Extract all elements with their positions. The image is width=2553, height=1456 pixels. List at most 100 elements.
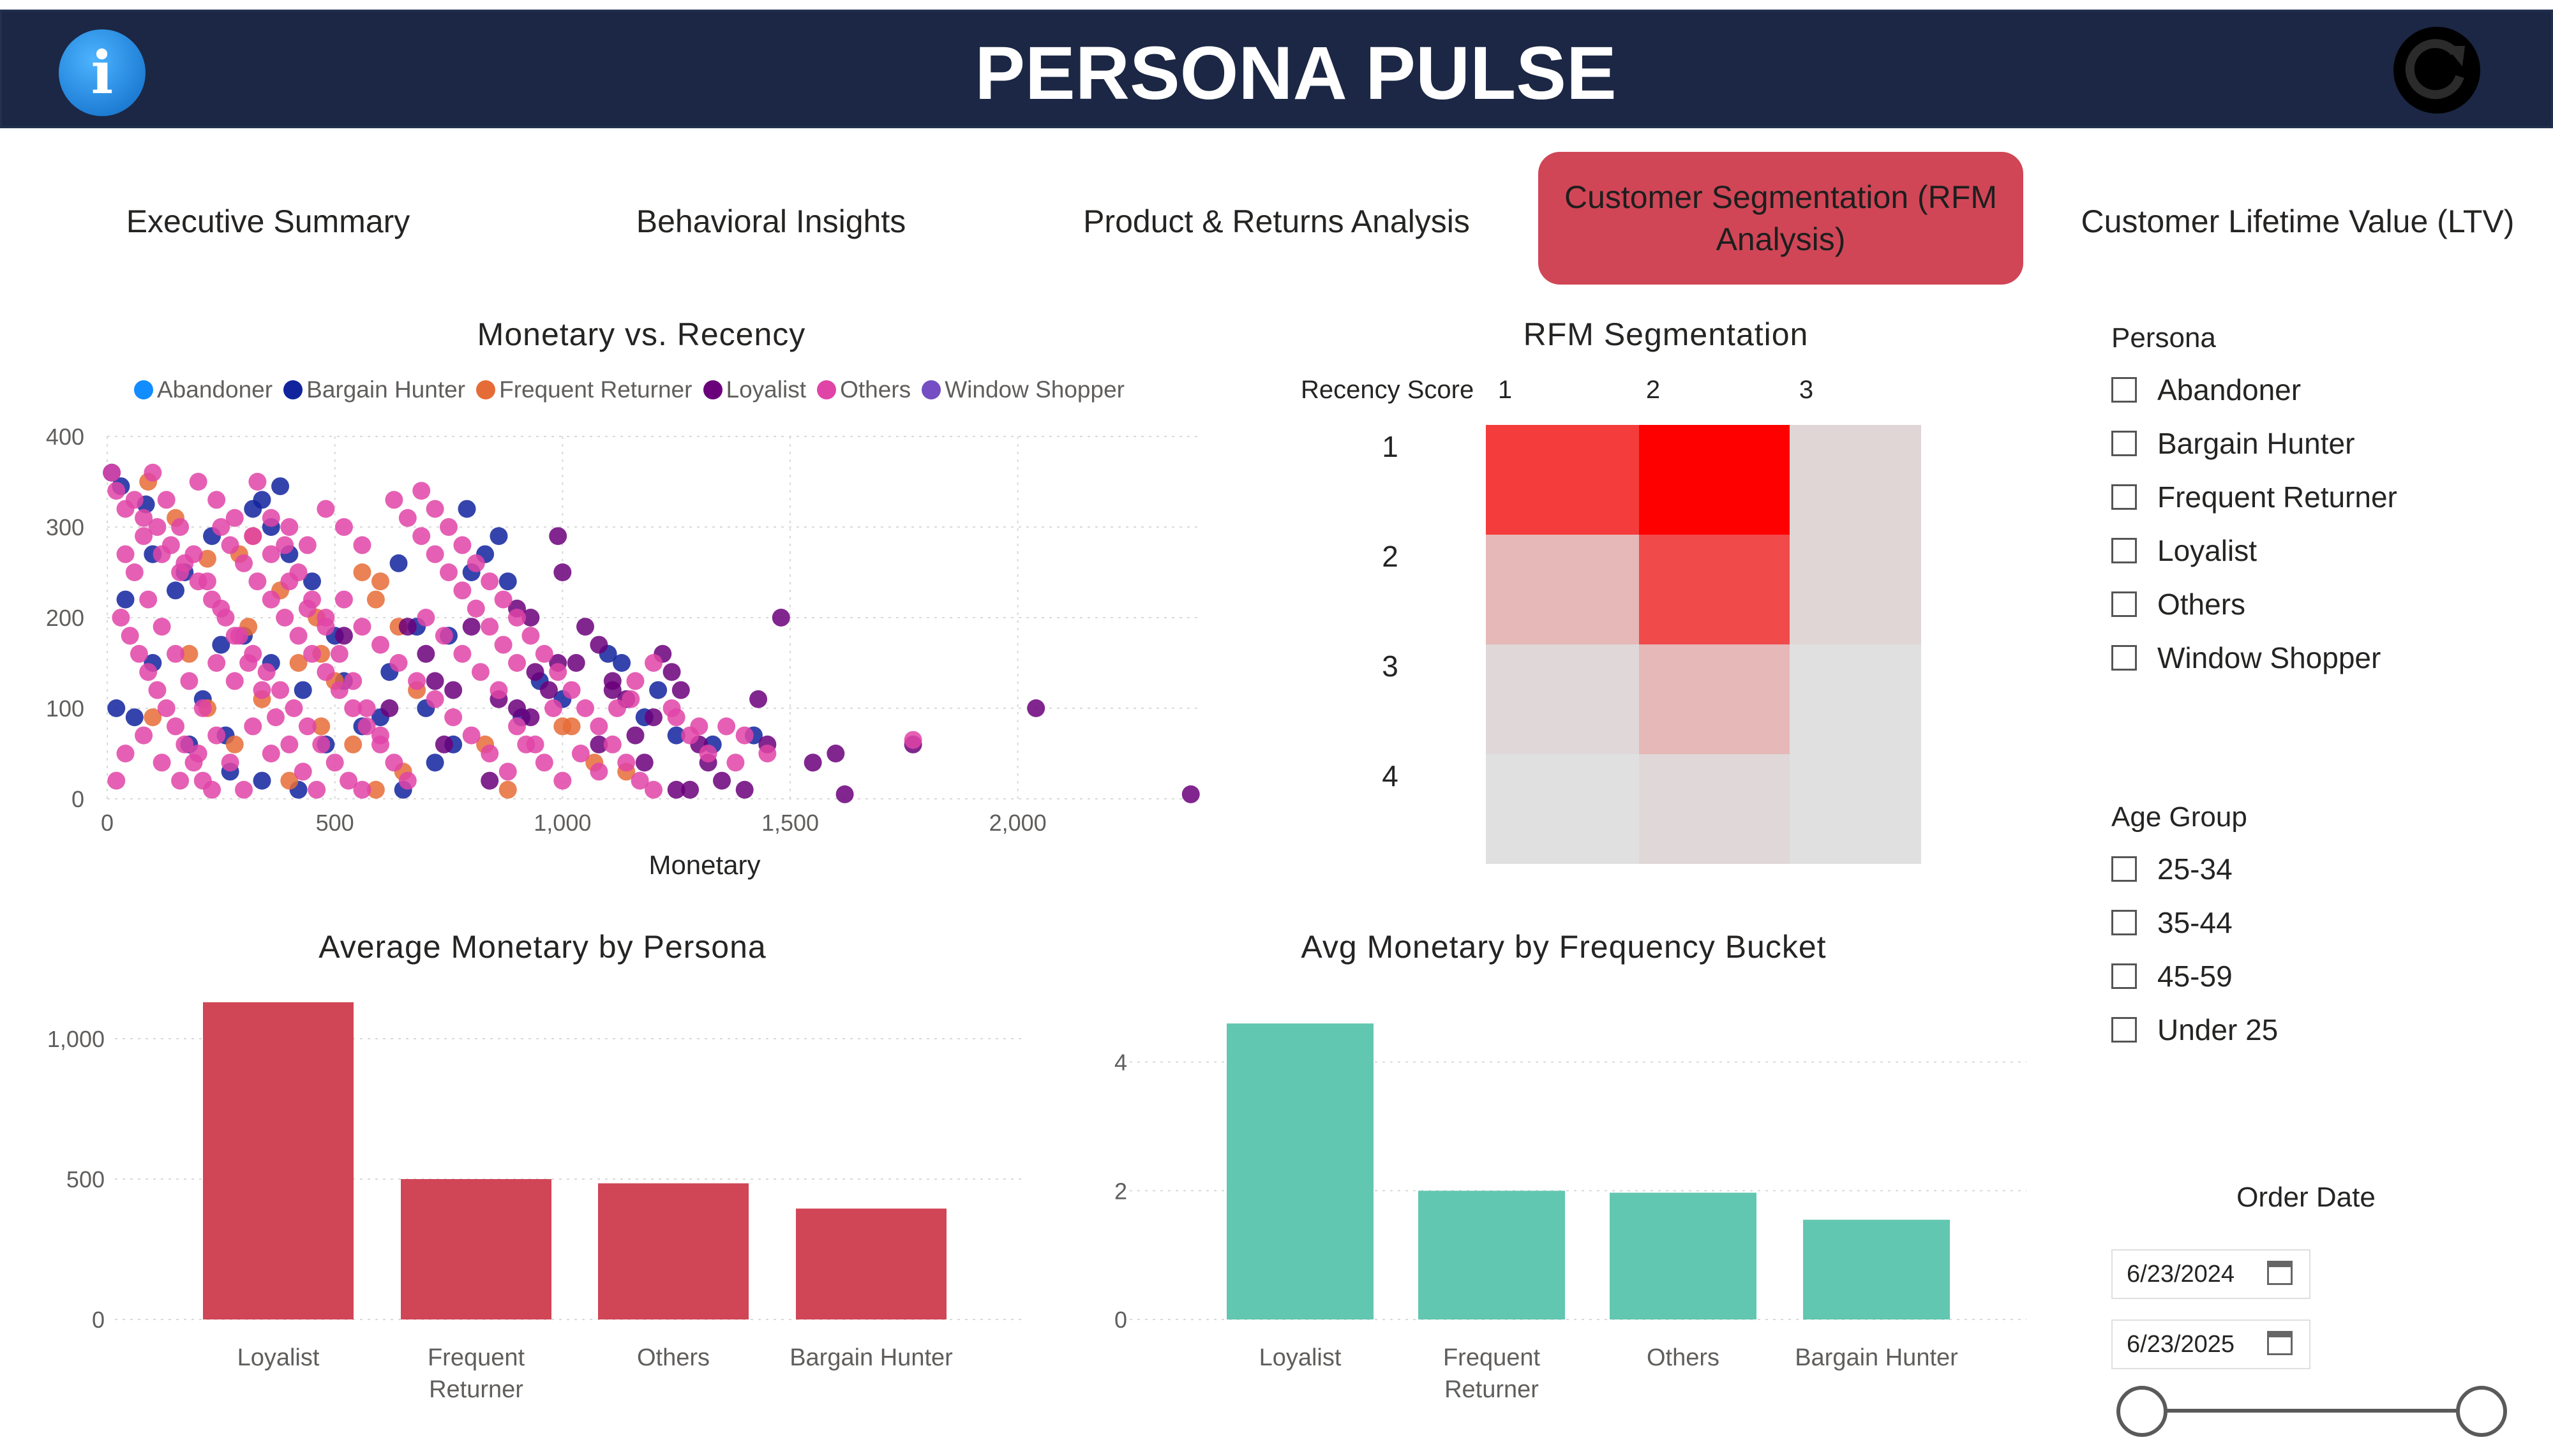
calendar-icon[interactable] (2267, 1331, 2293, 1355)
scatter-point[interactable] (148, 681, 167, 699)
scatter-point[interactable] (353, 536, 371, 554)
scatter-point[interactable] (490, 681, 508, 699)
scatter-point[interactable] (125, 708, 144, 727)
tab-customer-lifetime-value[interactable]: Customer Lifetime Value (LTV) (2062, 154, 2534, 288)
scatter-point[interactable] (508, 609, 526, 627)
heatmap-cell[interactable] (1639, 535, 1790, 644)
scatter-point[interactable] (157, 699, 176, 717)
scatter-point[interactable] (671, 681, 690, 699)
scatter-point[interactable] (148, 518, 167, 536)
scatter-point[interactable] (735, 726, 754, 745)
scatter-point[interactable] (385, 754, 403, 772)
checkbox[interactable] (2111, 645, 2137, 671)
bar-chart-persona[interactable]: 0 500 1,000 Loyalist Frequent Returner Others B… (0, 983, 1047, 1423)
scatter-point[interactable] (667, 726, 685, 745)
scatter-point[interactable] (130, 644, 148, 663)
bar[interactable] (1227, 1023, 1374, 1319)
scatter-point[interactable] (385, 491, 403, 509)
scatter-point[interactable] (189, 745, 207, 762)
scatter-point[interactable] (481, 771, 499, 790)
scatter-point[interactable] (535, 754, 553, 772)
scatter-point[interactable] (121, 627, 139, 645)
scatter-point[interactable] (426, 545, 444, 563)
scatter-point[interactable] (303, 644, 321, 663)
scatter-point[interactable] (458, 500, 476, 518)
scatter-point[interactable] (494, 590, 513, 609)
scatter-point[interactable] (248, 572, 267, 591)
start-date-input[interactable]: 6/23/2024 (2111, 1249, 2310, 1299)
slicer-option-others[interactable]: Others (2111, 577, 2533, 631)
slicer-option-35-44[interactable]: 35-44 (2111, 896, 2533, 949)
scatter-point[interactable] (498, 572, 517, 591)
scatter-point[interactable] (571, 745, 590, 762)
scatter-point[interactable] (498, 762, 517, 781)
scatter-point[interactable] (398, 618, 417, 636)
scatter-point[interactable] (590, 762, 608, 781)
scatter-point[interactable] (144, 463, 162, 482)
scatter-point[interactable] (298, 536, 317, 554)
slicer-option-window-shopper[interactable]: Window Shopper (2111, 631, 2533, 685)
rfm-heatmap[interactable]: Recency Score 1 2 3 1 2 3 4 (1296, 364, 1966, 874)
scatter-point[interactable] (116, 590, 135, 609)
scatter-point[interactable] (144, 708, 162, 727)
scatter-point[interactable] (184, 545, 203, 563)
scatter-point[interactable] (713, 771, 731, 790)
scatter-point[interactable] (626, 672, 645, 690)
scatter-point[interactable] (371, 572, 389, 591)
scatter-point[interactable] (317, 663, 335, 681)
slicer-option-frequent-returner[interactable]: Frequent Returner (2111, 470, 2533, 524)
scatter-point[interactable] (508, 717, 526, 736)
scatter-point[interactable] (462, 618, 481, 636)
scatter-point[interactable] (171, 771, 190, 790)
scatter-point[interactable] (157, 491, 176, 509)
scatter-point[interactable] (225, 627, 244, 645)
scatter-point[interactable] (135, 527, 153, 546)
scatter-point[interactable] (667, 780, 685, 799)
scatter-point[interactable] (521, 627, 540, 645)
scatter-point[interactable] (717, 717, 736, 736)
scatter-point[interactable] (103, 463, 121, 482)
info-icon[interactable]: i (59, 29, 146, 116)
scatter-point[interactable] (253, 771, 271, 790)
slicer-option-25-34[interactable]: 25-34 (2111, 842, 2533, 896)
scatter-point[interactable] (317, 609, 335, 627)
scatter-point[interactable] (116, 745, 135, 762)
scatter-plot[interactable]: 0 100 200 300 400 0 500 1,000 1,500 2,000 Monetary (0, 408, 1251, 893)
scatter-point[interactable] (440, 518, 458, 536)
tab-product-returns-analysis[interactable]: Product & Returns Analysis (1047, 154, 1506, 288)
scatter-point[interactable] (549, 663, 567, 681)
legend-item[interactable]: Loyalist (703, 376, 806, 403)
scatter-point[interactable] (481, 745, 499, 762)
scatter-point[interactable] (608, 699, 626, 717)
scatter-point[interactable] (298, 717, 317, 736)
scatter-point[interactable] (207, 654, 226, 672)
scatter-point[interactable] (371, 726, 389, 745)
slicer-option-abandoner[interactable]: Abandoner (2111, 363, 2533, 417)
scatter-point[interactable] (330, 681, 348, 699)
scatter-point[interactable] (613, 654, 631, 672)
scatter-point[interactable] (353, 618, 371, 636)
scatter-point[interactable] (453, 536, 472, 554)
scatter-point[interactable] (408, 672, 426, 690)
scatter-point[interactable] (471, 663, 490, 681)
scatter-point[interactable] (462, 726, 481, 745)
scatter-point[interactable] (749, 690, 768, 708)
bar[interactable] (1610, 1192, 1756, 1319)
heatmap-cell[interactable] (1639, 754, 1790, 864)
scatter-point[interactable] (553, 563, 572, 581)
heatmap-cell[interactable] (1790, 754, 1921, 864)
scatter-point[interactable] (167, 581, 184, 600)
scatter-point[interactable] (508, 699, 526, 717)
scatter-point[interactable] (326, 754, 344, 772)
scatter-point[interactable] (180, 644, 198, 663)
scatter-point[interactable] (498, 780, 517, 799)
scatter-point[interactable] (207, 726, 226, 745)
heatmap-cell[interactable] (1486, 644, 1639, 754)
scatter-point[interactable] (248, 473, 267, 491)
scatter-point[interactable] (139, 590, 158, 609)
scatter-point[interactable] (526, 663, 544, 681)
scatter-point[interactable] (276, 536, 294, 554)
scatter-point[interactable] (357, 699, 376, 717)
scatter-point[interactable] (663, 699, 681, 717)
slicer-option-loyalist[interactable]: Loyalist (2111, 524, 2533, 577)
